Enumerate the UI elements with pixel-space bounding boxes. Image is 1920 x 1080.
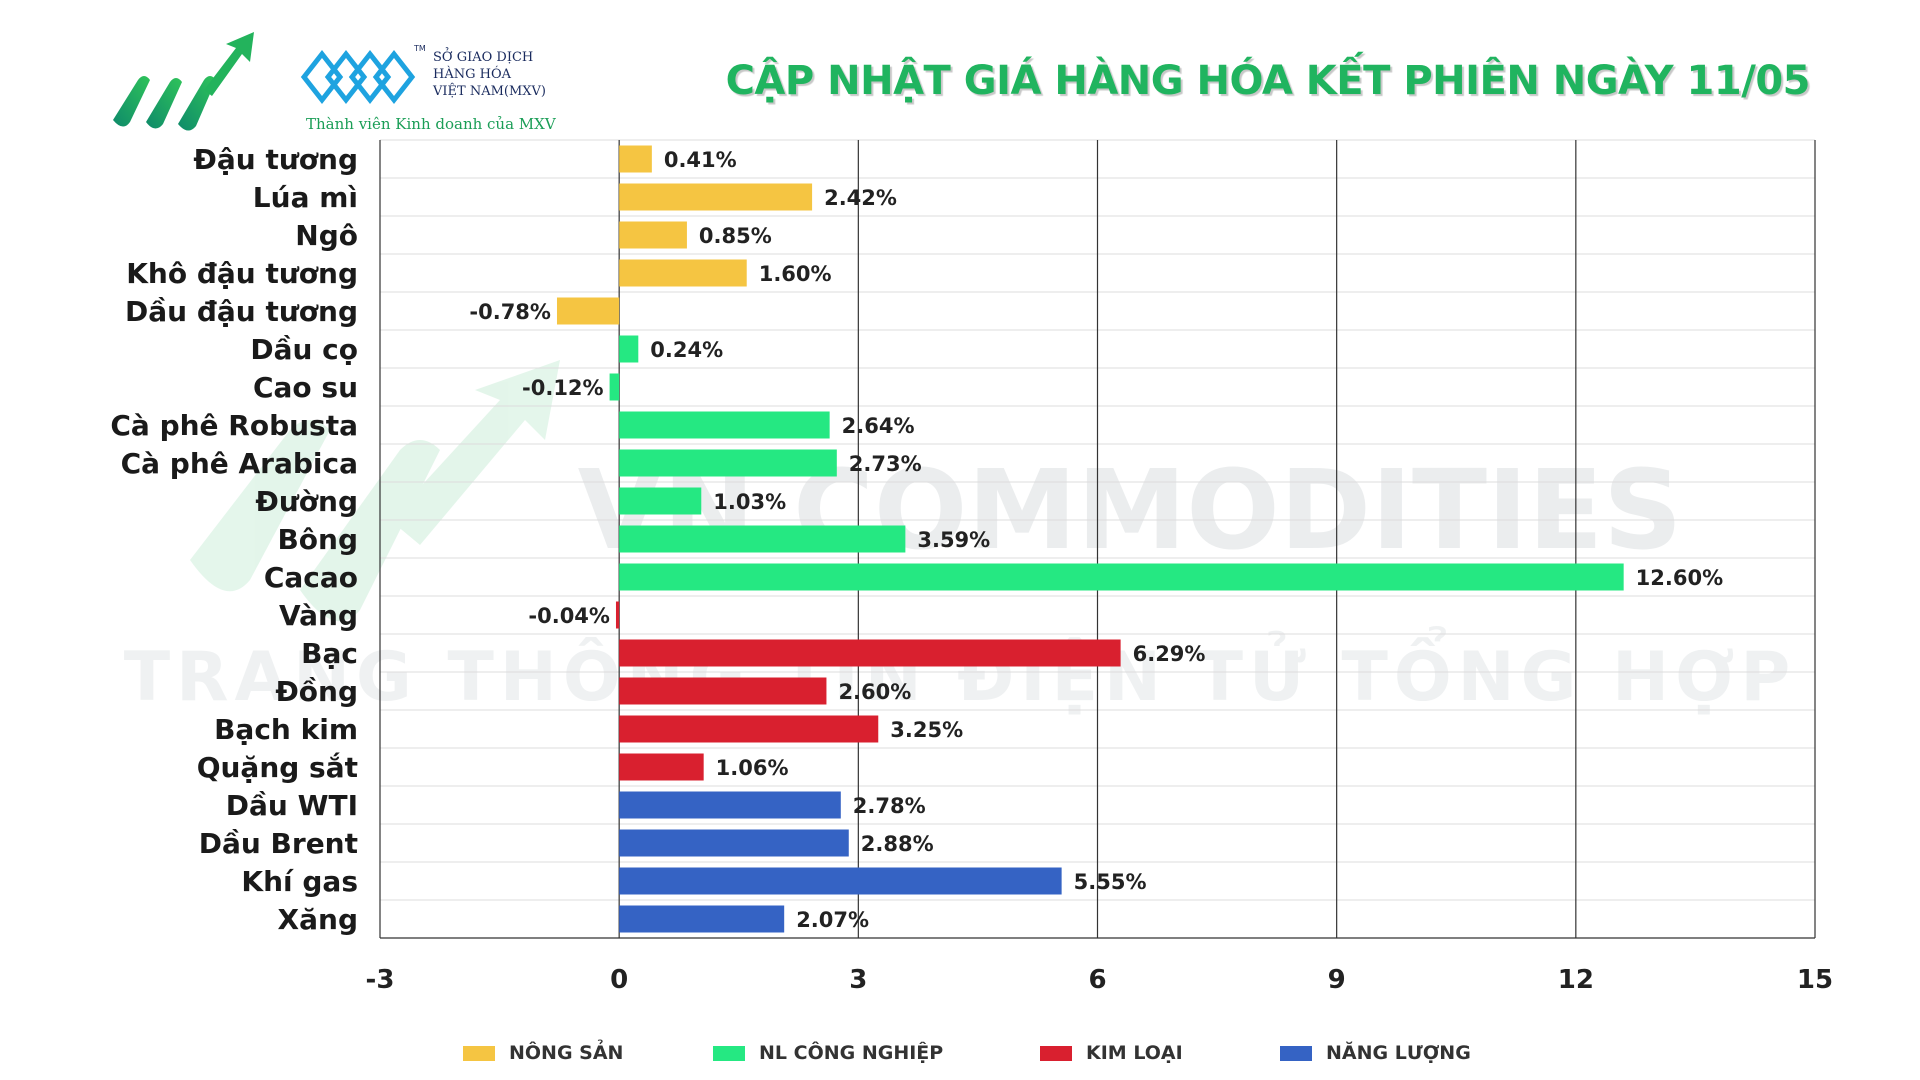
bar: [615, 601, 620, 629]
category-label: Bông: [277, 523, 358, 556]
bar: [619, 639, 1121, 667]
x-tick-label: 6: [1088, 965, 1106, 995]
member-text: Thành viên Kinh doanh của MXV: [306, 115, 556, 133]
bar: [619, 525, 906, 553]
category-label: Dầu WTI: [226, 789, 358, 822]
watermark-logo-icon: [190, 360, 560, 622]
legend-item-kim-loai: KIM LOẠI: [1040, 1042, 1183, 1064]
x-tick-label: 9: [1328, 965, 1346, 995]
bar: [619, 487, 702, 515]
data-label: 3.59%: [917, 528, 990, 552]
data-label: 1.03%: [713, 490, 786, 514]
legend-swatch: [463, 1045, 495, 1061]
bar: [619, 183, 813, 211]
data-label: 1.60%: [759, 262, 832, 286]
data-label: -0.12%: [522, 376, 604, 400]
chart-legend: NÔNG SẢN NL CÔNG NGHIỆP KIM LOẠI NĂNG LƯ…: [0, 1042, 1920, 1072]
legend-item-nang-luong: NĂNG LƯỢNG: [1280, 1042, 1471, 1064]
legend-item-nong-san: NÔNG SẢN: [463, 1042, 623, 1064]
category-label: Cà phê Arabica: [121, 447, 358, 480]
category-label: Cacao: [264, 561, 358, 594]
legend-label: KIM LOẠI: [1086, 1042, 1183, 1064]
legend-label: NÔNG SẢN: [509, 1042, 624, 1064]
x-tick-label: -3: [366, 965, 395, 995]
category-label: Vàng: [279, 599, 358, 632]
category-label: Đồng: [275, 675, 358, 708]
legend-swatch: [713, 1045, 745, 1061]
data-label: -0.78%: [469, 300, 551, 324]
category-label: Bạc: [301, 637, 358, 670]
data-label: 2.42%: [824, 186, 897, 210]
exchange-name-line1: SỞ GIAO DỊCH: [433, 50, 534, 65]
legend-swatch: [1040, 1045, 1072, 1061]
category-label: Dầu cọ: [250, 333, 358, 366]
bar: [619, 335, 639, 363]
category-label: Lúa mì: [253, 181, 358, 214]
x-tick-label: 15: [1797, 965, 1833, 995]
bar: [619, 411, 830, 439]
page-title: CẬP NHẬT GIÁ HÀNG HÓA KẾT PHIÊN NGÀY 11/…: [725, 58, 1811, 104]
legend-item-nl-cong-nghiep: NL CÔNG NGHIỆP: [713, 1042, 943, 1064]
category-label: Dầu đậu tương: [125, 295, 358, 328]
bar: [619, 829, 849, 857]
category-label: Đậu tương: [193, 143, 358, 176]
x-tick-label: 12: [1558, 965, 1594, 995]
exchange-name: SỞ GIAO DỊCH HÀNG HÓA VIỆT NAM(MXV): [433, 49, 546, 100]
bar: [609, 373, 620, 401]
data-label: 12.60%: [1636, 566, 1723, 590]
category-label: Bạch kim: [214, 713, 358, 746]
data-label: 2.60%: [838, 680, 911, 704]
data-label: 0.85%: [699, 224, 772, 248]
category-label: Cà phê Robusta: [110, 409, 358, 442]
exchange-name-line3: VIỆT NAM(MXV): [433, 84, 546, 99]
data-label: 2.88%: [861, 832, 934, 856]
x-tick-label: 0: [610, 965, 628, 995]
mxv-logo: [113, 32, 254, 131]
category-label: Đường: [255, 485, 358, 518]
bar: [619, 753, 704, 781]
data-label: 2.64%: [842, 414, 915, 438]
category-label: Ngô: [295, 219, 358, 252]
exchange-tm: TM: [414, 44, 426, 53]
category-label: Dầu Brent: [199, 827, 358, 860]
watermark-bar: [300, 440, 440, 622]
category-label: Khô đậu tương: [126, 257, 358, 290]
data-label: -0.04%: [528, 604, 610, 628]
watermark-bar: [190, 420, 330, 592]
data-label: 1.06%: [716, 756, 789, 780]
legend-label: NĂNG LƯỢNG: [1326, 1042, 1471, 1064]
category-label: Cao su: [253, 371, 358, 404]
data-label: 0.41%: [664, 148, 737, 172]
legend-swatch: [1280, 1045, 1312, 1061]
data-label: 2.07%: [796, 908, 869, 932]
bar: [619, 221, 687, 249]
bar: [619, 791, 841, 819]
bar: [619, 867, 1062, 895]
data-label: 2.78%: [853, 794, 926, 818]
bar: [619, 449, 837, 477]
bar: [556, 297, 620, 325]
category-label: Quặng sắt: [197, 751, 358, 784]
x-tick-label: 3: [849, 965, 867, 995]
data-label: 2.73%: [849, 452, 922, 476]
bar: [619, 145, 652, 173]
legend-label: NL CÔNG NGHIỆP: [759, 1042, 944, 1064]
data-label: 5.55%: [1074, 870, 1147, 894]
bar: [619, 677, 827, 705]
exchange-name-line2: HÀNG HÓA: [433, 67, 511, 82]
exchange-logo-icon: [300, 49, 416, 105]
data-label: 0.24%: [650, 338, 723, 362]
bar: [619, 259, 747, 287]
bar: [619, 715, 879, 743]
category-label: Khí gas: [241, 865, 358, 898]
data-label: 6.29%: [1133, 642, 1206, 666]
category-label: Xăng: [278, 903, 358, 936]
data-label: 3.25%: [890, 718, 963, 742]
bar: [619, 905, 785, 933]
bar: [619, 563, 1624, 591]
